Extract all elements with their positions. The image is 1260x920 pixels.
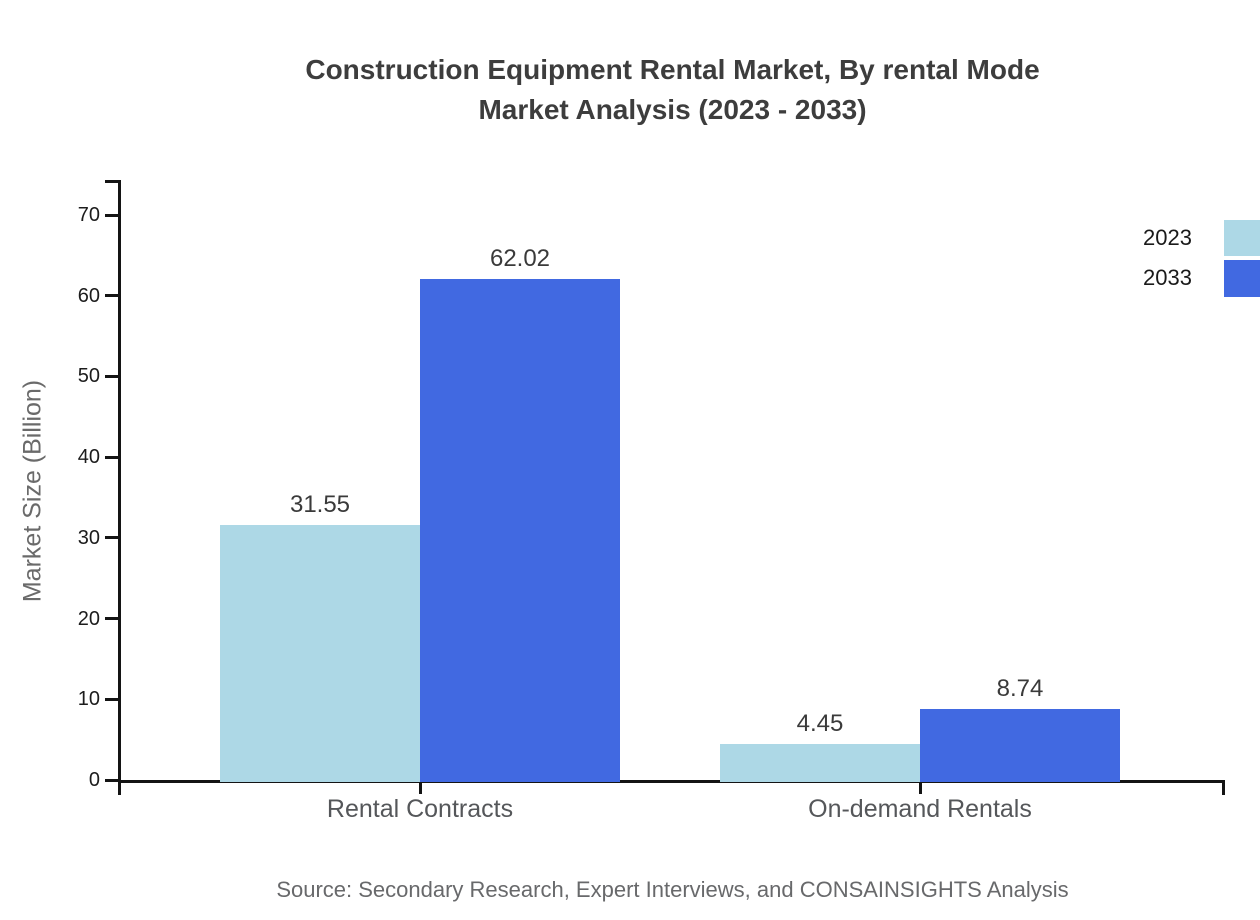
y-tick-label: 10	[77, 688, 100, 711]
y-tick-label: 60	[77, 284, 100, 307]
y-tick-mark	[105, 374, 118, 378]
bar-2023-1	[720, 744, 920, 782]
category-label-1: On-demand Rentals	[808, 795, 1032, 823]
y-tick-label: 70	[77, 204, 100, 226]
y-tick-mark	[105, 213, 118, 217]
y-tick-mark	[105, 617, 118, 621]
y-tick-label: 50	[77, 365, 100, 388]
bar-2033-1	[920, 709, 1120, 782]
y-axis-line	[118, 180, 121, 795]
x-axis-line	[118, 780, 1225, 783]
bar-2023-0	[220, 525, 420, 782]
x-tick-mark	[918, 783, 922, 794]
chart-title: Construction Equipment Rental Market, By…	[80, 50, 1260, 130]
legend-label-2023: 2023	[1143, 225, 1192, 250]
bar-2033-0	[420, 279, 620, 782]
chart-title-line2: Market Analysis (2023 - 2033)	[478, 94, 867, 125]
x-tick-mark	[418, 783, 422, 794]
bar-value-label: 4.45	[796, 710, 844, 738]
y-axis-top-cap	[105, 180, 121, 183]
chart-title-line1: Construction Equipment Rental Market, By…	[305, 54, 1040, 85]
y-tick-mark	[105, 697, 118, 701]
y-tick-mark	[105, 455, 118, 459]
category-label-0: Rental Contracts	[326, 795, 514, 823]
x-axis-right-cap	[1222, 780, 1225, 795]
legend-label-2033: 2033	[1143, 265, 1192, 290]
bar-value-label: 62.02	[489, 245, 551, 273]
bar-value-label: 8.74	[996, 675, 1044, 703]
legend-swatch-2023	[1224, 220, 1260, 256]
y-tick-label: 20	[77, 607, 100, 630]
y-tick-label: 40	[77, 446, 100, 469]
y-tick-mark	[105, 778, 118, 782]
y-tick-mark	[105, 536, 118, 540]
source-note: Source: Secondary Research, Expert Inter…	[276, 877, 1069, 902]
bar-value-label: 31.55	[289, 491, 351, 519]
y-tick-mark	[105, 294, 118, 298]
y-axis-title: Market Size (Billion)	[18, 379, 47, 603]
legend-swatch-2033	[1224, 260, 1260, 297]
y-tick-label: 30	[77, 526, 100, 549]
y-tick-label: 0	[88, 769, 100, 791]
